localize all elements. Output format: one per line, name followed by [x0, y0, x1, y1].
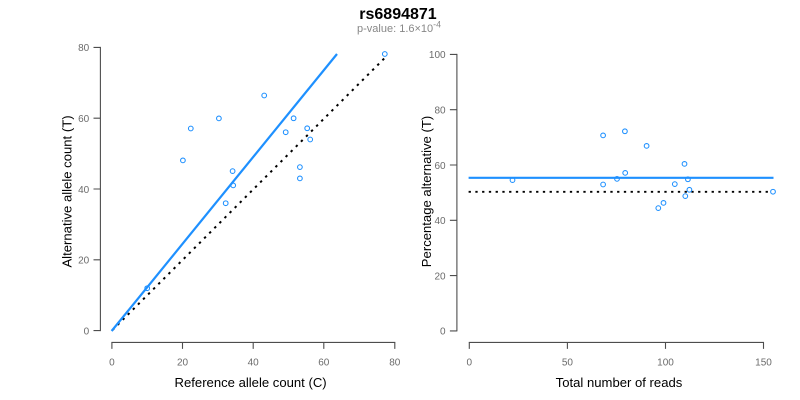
svg-text:20: 20 — [434, 271, 446, 282]
svg-text:150: 150 — [755, 357, 772, 368]
svg-text:80: 80 — [78, 43, 90, 54]
svg-text:0: 0 — [109, 357, 115, 368]
svg-text:40: 40 — [434, 216, 446, 227]
svg-text:100: 100 — [429, 50, 446, 61]
svg-text:50: 50 — [562, 357, 574, 368]
svg-text:0: 0 — [467, 357, 473, 368]
svg-text:0: 0 — [440, 327, 446, 338]
svg-text:80: 80 — [434, 106, 446, 117]
svg-text:100: 100 — [657, 357, 674, 368]
svg-text:60: 60 — [434, 161, 446, 172]
svg-text:Reference allele count (C): Reference allele count (C) — [175, 375, 327, 390]
svg-text:60: 60 — [78, 114, 90, 125]
svg-text:60: 60 — [318, 357, 330, 368]
svg-text:Alternative allele count (T): Alternative allele count (T) — [59, 115, 74, 267]
svg-text:Percentage alternative (T): Percentage alternative (T) — [419, 116, 434, 267]
svg-text:20: 20 — [177, 357, 189, 368]
svg-text:Total number of reads: Total number of reads — [556, 375, 683, 390]
svg-text:20: 20 — [78, 256, 90, 267]
svg-text:p-value: 1.6×10-4: p-value: 1.6×10-4 — [357, 19, 441, 35]
svg-text:80: 80 — [389, 357, 401, 368]
svg-text:0: 0 — [84, 326, 90, 337]
svg-text:40: 40 — [248, 357, 260, 368]
svg-text:40: 40 — [78, 185, 90, 196]
svg-text:rs6894871: rs6894871 — [359, 6, 437, 23]
